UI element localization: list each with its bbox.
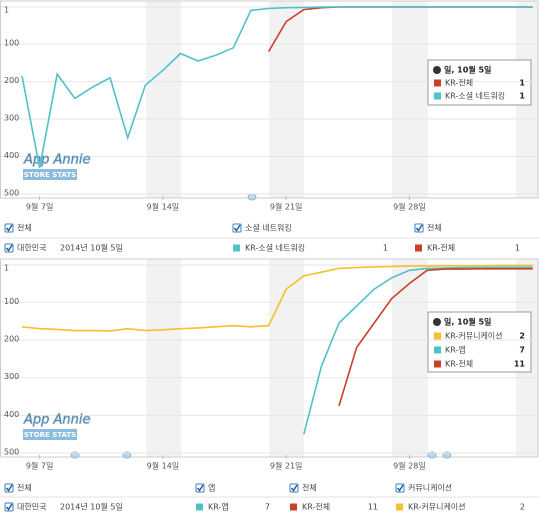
legend-swatch xyxy=(434,79,441,87)
y-tick-label: 1 xyxy=(4,264,9,273)
x-tick-label: 9월 7일 xyxy=(26,461,53,471)
checkmark xyxy=(233,224,241,232)
plot-frame xyxy=(0,0,539,199)
y-tick-label: 100 xyxy=(4,297,19,306)
checkmark xyxy=(396,484,404,492)
checkmark xyxy=(5,224,13,232)
item-value: 1 xyxy=(383,244,388,253)
watermark-sub: STORE STATS xyxy=(24,431,76,439)
x-tick-label: 9월 28일 xyxy=(393,202,426,212)
y-tick-label: 1 xyxy=(4,6,9,15)
x-tick-label: 9월 14일 xyxy=(147,461,180,471)
legend-value: 1 xyxy=(519,92,525,101)
date: 2014년 10월 5일 xyxy=(60,243,123,253)
item-value: 11 xyxy=(368,503,378,512)
legend-label: KR-앱 xyxy=(445,346,466,355)
country: 대한민국 xyxy=(17,502,46,512)
filter-label[interactable]: 커뮤니케이션 xyxy=(408,483,452,493)
x-tick-label: 9월 21일 xyxy=(270,202,303,212)
country: 대한민국 xyxy=(17,243,46,253)
filter-label[interactable]: 전체 xyxy=(302,483,317,493)
legend-box xyxy=(427,311,532,373)
filter-label[interactable]: 소셜 네트워킹 xyxy=(245,223,292,233)
weekend-bands xyxy=(146,1,538,457)
legend-value: 2 xyxy=(519,332,525,341)
y-tick-label: 200 xyxy=(4,334,19,343)
y-tick-label: 500 xyxy=(4,189,19,198)
legend-label: KR-소셜 네트워킹 xyxy=(445,91,505,101)
x-tick-label: 9월 14일 xyxy=(147,202,180,212)
globe-icon xyxy=(433,318,441,326)
legend-value: 11 xyxy=(514,360,526,369)
watermark-box xyxy=(23,429,77,440)
series-line xyxy=(303,266,533,435)
y-tick-label: 400 xyxy=(4,151,19,160)
item-swatch xyxy=(290,503,297,511)
legend-label: KR-커뮤니케이션 xyxy=(445,331,503,341)
legend-box xyxy=(427,59,532,106)
watermark-sub: STORE STATS xyxy=(24,171,76,179)
legend-swatch xyxy=(434,332,441,340)
x-tick-label: 9월 28일 xyxy=(393,461,426,471)
item-name: KR-앱 xyxy=(208,503,229,512)
checkmark xyxy=(415,224,423,232)
globe-icon xyxy=(433,66,441,74)
filter-label[interactable]: 전체 xyxy=(17,223,32,233)
legend-swatch xyxy=(434,360,441,368)
item-value: 1 xyxy=(515,244,520,253)
checkmark xyxy=(5,244,13,252)
legend-label: KR-전체 xyxy=(445,359,473,369)
filter-label[interactable]: 앱 xyxy=(208,484,215,493)
x-tick-label: 9월 7일 xyxy=(26,202,53,212)
item-swatch xyxy=(415,244,422,252)
legend-title: 일, 10월 5일 xyxy=(444,317,491,327)
checkmark xyxy=(5,484,13,492)
series-line xyxy=(21,264,533,332)
item-value: 2 xyxy=(520,503,525,512)
item-name: KR-전체 xyxy=(302,502,330,512)
legend-swatch xyxy=(434,346,441,354)
y-tick-label: 400 xyxy=(4,410,19,419)
item-value: 7 xyxy=(265,503,270,512)
filter-label[interactable]: 전체 xyxy=(17,483,32,493)
legend-title: 일, 10월 5일 xyxy=(444,65,491,75)
date: 2014년 10월 5일 xyxy=(60,502,123,512)
legend-value: 7 xyxy=(519,346,525,355)
item-swatch xyxy=(233,244,240,252)
x-tick-label: 9월 21일 xyxy=(270,461,303,471)
legend-label: KR-전체 xyxy=(445,78,473,88)
item-name: KR-커뮤니케이션 xyxy=(408,502,466,512)
checkmark xyxy=(290,484,298,492)
legend-swatch xyxy=(434,92,441,100)
y-tick-label: 200 xyxy=(4,76,19,85)
filter-label[interactable]: 전체 xyxy=(427,223,442,233)
y-tick-label: 500 xyxy=(4,448,19,457)
y-tick-label: 100 xyxy=(4,39,19,48)
item-swatch xyxy=(396,503,403,511)
checkmark xyxy=(5,503,13,511)
series-line xyxy=(21,6,533,168)
plot-frame xyxy=(0,258,539,458)
legend-value: 1 xyxy=(519,79,525,88)
y-tick-label: 300 xyxy=(4,372,19,381)
item-name: KR-소셜 네트워킹 xyxy=(245,243,305,253)
item-name: KR-전체 xyxy=(427,243,455,253)
watermark: App Annie xyxy=(23,413,91,428)
y-tick-label: 300 xyxy=(4,114,19,123)
series-line xyxy=(338,268,533,407)
watermark-box xyxy=(23,169,77,180)
item-swatch xyxy=(196,503,203,511)
checkmark xyxy=(196,484,204,492)
watermark: App Annie xyxy=(23,153,91,168)
